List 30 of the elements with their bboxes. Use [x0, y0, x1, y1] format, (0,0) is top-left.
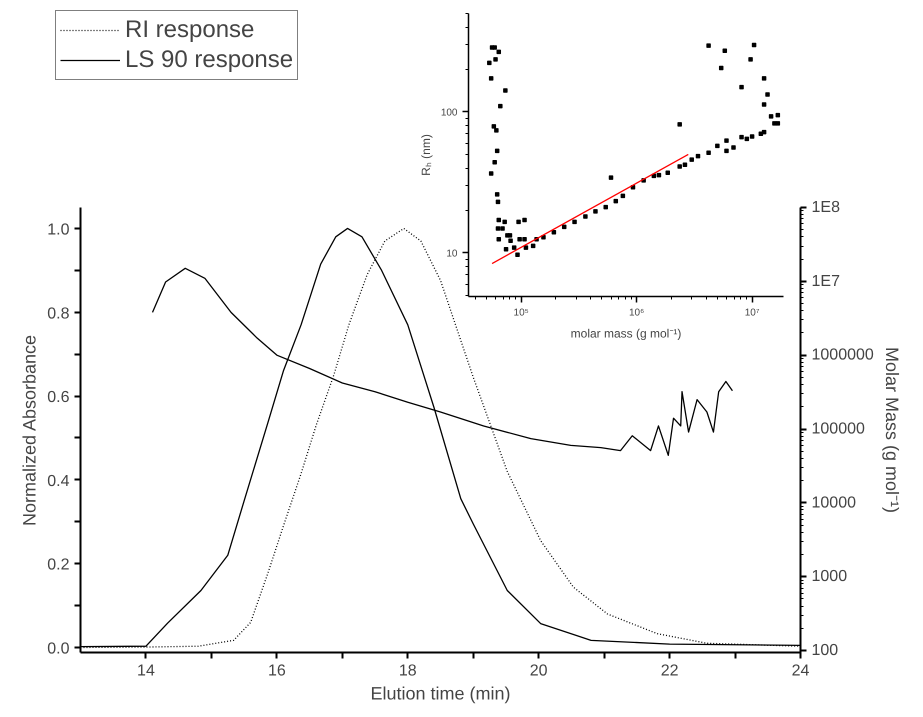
x-tick-label: 24: [792, 662, 810, 680]
y2-tick-label: 1E7: [812, 272, 840, 290]
y-tick-label: 0.2: [47, 556, 70, 574]
y2-tick-label: 10000: [812, 494, 856, 512]
y2-tick-label: 1E8: [812, 199, 840, 216]
y-tick-label: 0.4: [47, 472, 70, 490]
y2-tick-label: 1000000: [812, 346, 874, 364]
x-axis-title: Elution time (min): [370, 684, 511, 704]
x-axis-title: molar mass (g mol⁻¹): [570, 326, 682, 340]
x-tick-label: 18: [398, 662, 417, 680]
y-tick-label: 0.8: [47, 305, 70, 322]
y2-axis-title: Molar Mass (g mol⁻¹): [882, 346, 902, 514]
y-axis-title: Normalized Absorbance: [19, 334, 40, 526]
x-tick-label: 10⁷: [744, 308, 760, 318]
y-tick-label: 0.6: [47, 389, 70, 406]
x-tick-label: 20: [530, 662, 548, 680]
x-tick-label: 16: [268, 662, 286, 680]
x-tick-label: 22: [660, 662, 679, 680]
y-tick-label: 1.0: [47, 221, 70, 238]
y2-tick-label: 100000: [812, 420, 865, 438]
y2-tick-label: 100: [812, 642, 838, 660]
y2-tick-label: 1000: [812, 568, 848, 586]
x-tick-label: 14: [137, 662, 155, 680]
y-tick-label: 10: [446, 248, 458, 260]
y-tick-label: 0.0: [47, 640, 70, 658]
x-tick-label: 10⁵: [514, 308, 529, 318]
legend-label: LS 90 response: [125, 45, 294, 75]
y-axis-title: Rₕ (nm): [418, 134, 433, 176]
x-tick-label: 10⁶: [629, 308, 644, 318]
legend-label: RI response: [125, 15, 254, 45]
